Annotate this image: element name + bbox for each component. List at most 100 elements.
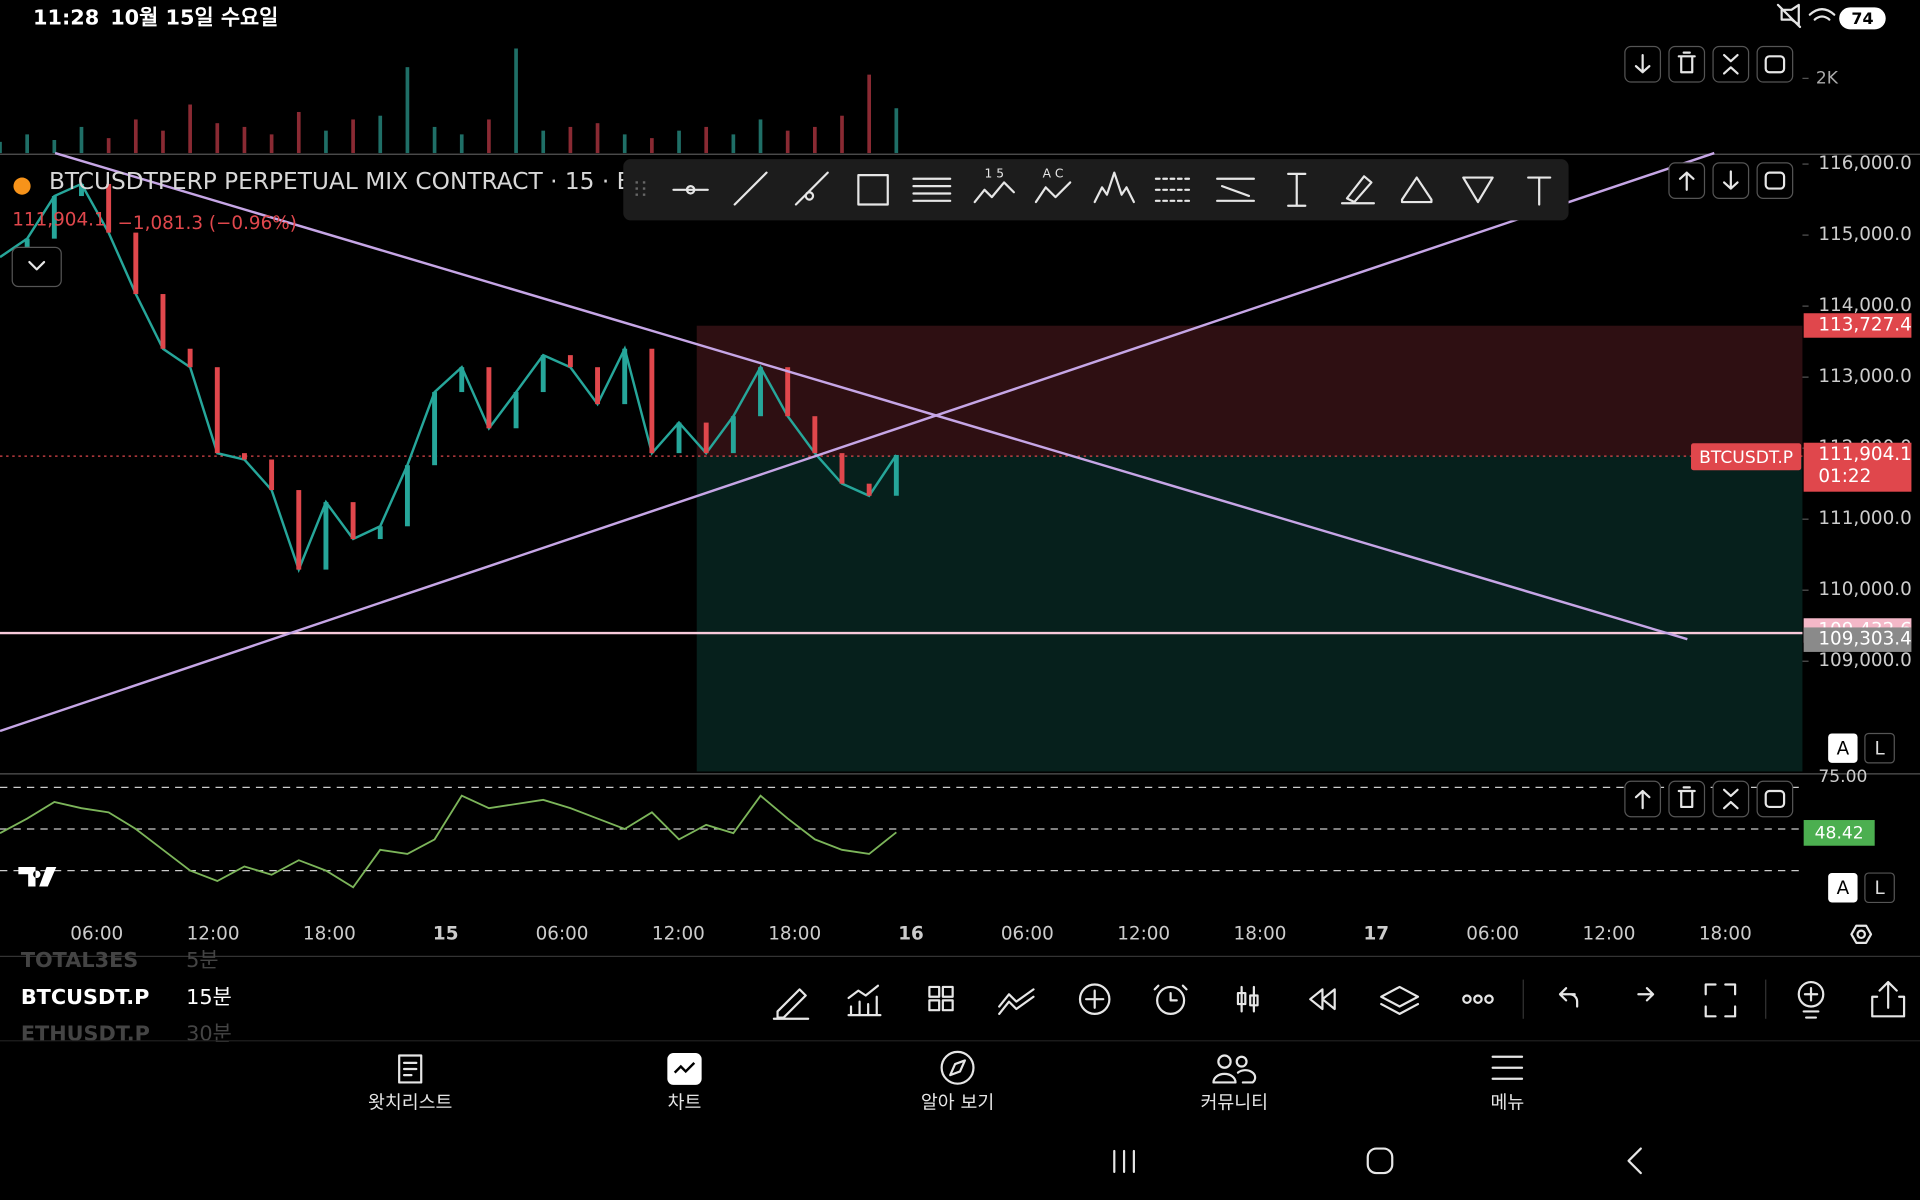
price-label-box: [1803, 627, 1912, 652]
candle: [459, 367, 465, 393]
candle: [703, 422, 709, 454]
coin-icon: [13, 177, 31, 195]
candle: [595, 367, 600, 405]
volume-bar: [79, 126, 84, 154]
time-label: 12:00: [1583, 923, 1636, 944]
candle: [812, 416, 818, 454]
volume-bar: [133, 119, 138, 154]
time-axis: 06:00 12:00 18:00 15 06:00 12:00 18:00 16 06:00 1…: [70, 923, 1751, 944]
time-label: 18:00: [1699, 923, 1752, 944]
time-label: 15: [433, 923, 459, 944]
time-label: 18:00: [303, 923, 356, 944]
volume-bar: [514, 48, 518, 154]
rsi-pane: 75.00 48.42: [0, 767, 1875, 889]
time-label: 06:00: [70, 923, 123, 944]
volume-bar: [541, 130, 546, 154]
log-button[interactable]: L: [1874, 738, 1885, 759]
time-label: 18:00: [1234, 923, 1287, 944]
bottom-nav[interactable]: 왓치리스트 차트 알아 보기 커뮤니티 메뉴: [368, 1092, 1524, 1113]
watch-symbol: ETHUSDT.P: [21, 1022, 150, 1046]
price-tick-label: 109,000.0: [1818, 650, 1911, 671]
collapse-button[interactable]: [11, 246, 62, 288]
price-label-box: [1803, 313, 1912, 338]
settings-button[interactable]: [1850, 924, 1873, 944]
volume-bar: [758, 119, 763, 154]
watch-interval: 30분: [186, 1022, 232, 1046]
countdown: 01:22: [1818, 466, 1871, 487]
volume-bar: [215, 123, 220, 154]
price-tick-label: 115,000.0: [1818, 224, 1911, 245]
candle: [51, 196, 57, 239]
candle: [79, 183, 84, 197]
volume-bar: [106, 138, 111, 154]
pane-buttons[interactable]: [1624, 45, 1794, 83]
rsi-value-label: 48.42: [1815, 823, 1864, 843]
volume-bar: [432, 126, 437, 154]
price-tick-label: 113,000.0: [1818, 366, 1911, 387]
volume-bar: [622, 134, 627, 154]
auto-button[interactable]: A: [1837, 878, 1850, 899]
volume-bar: [242, 126, 247, 154]
price-tick-label: 114,000.0: [1818, 295, 1911, 316]
candle: [839, 453, 845, 484]
candle: [296, 490, 302, 570]
volume-bar: [704, 126, 709, 154]
log-button[interactable]: L: [1874, 878, 1885, 899]
tool-label: A C: [1043, 166, 1064, 180]
scale-buttons[interactable]: A L A L: [1828, 732, 1895, 904]
price-tick-label: 110,000.0: [1818, 579, 1911, 600]
candle: [377, 526, 383, 540]
auto-button[interactable]: A: [1837, 738, 1850, 759]
status-time: 11:28: [33, 5, 99, 29]
time-label: 12:00: [187, 923, 240, 944]
price-label: 111,904.1: [1818, 444, 1911, 465]
stop-zone: [696, 325, 1803, 456]
volume-bar: [405, 67, 410, 154]
candle: [676, 422, 682, 454]
time-label: 06:00: [1466, 923, 1519, 944]
volume-bar: [25, 134, 29, 154]
chart-title: BTCUSDTPERP PERPETUAL MIX CONTRACT · 15 …: [49, 168, 639, 195]
nav-icons[interactable]: [398, 1050, 1524, 1085]
watch-symbol: BTCUSDT.P: [21, 985, 150, 1009]
candle: [269, 459, 275, 491]
candle: [133, 232, 139, 295]
candle: [160, 294, 166, 349]
drawing-toolbar[interactable]: 1 5 A C: [623, 159, 1569, 221]
volume-tick-label: 2K: [1816, 68, 1839, 88]
candle: [350, 502, 356, 540]
candle: [649, 348, 655, 454]
chart-actions[interactable]: [772, 979, 1906, 1020]
candle: [785, 367, 791, 417]
candle: [323, 502, 329, 570]
volume-bar: [296, 111, 301, 154]
nav-label: 차트: [668, 1092, 702, 1113]
time-label: 06:00: [1001, 923, 1054, 944]
candle: [540, 355, 546, 393]
candle: [622, 348, 628, 405]
trend-line: [54, 151, 1688, 641]
system-nav[interactable]: [1113, 1147, 1642, 1175]
price-label: 109,303.4: [1818, 629, 1911, 650]
volume-bar: [161, 130, 165, 154]
volume-bar: [731, 134, 736, 154]
candle: [513, 392, 519, 429]
candle: [486, 367, 492, 429]
main-pane-buttons[interactable]: [1668, 162, 1794, 199]
volume-bar: [650, 138, 654, 154]
price-label: 113,727.4: [1818, 314, 1911, 335]
rsi-pane-buttons[interactable]: [1624, 780, 1794, 818]
rsi-line: [0, 794, 897, 889]
candle: [242, 453, 247, 460]
volume-bar: [568, 126, 573, 154]
logo: [18, 866, 57, 887]
candle: [187, 348, 193, 368]
candle: [758, 367, 763, 417]
price-tick-label: 116,000.0: [1818, 153, 1911, 174]
candle: [106, 183, 112, 233]
watchlist-strip[interactable]: TOTAL3ES 5분 BTCUSDT.P 15분 ETHUSDT.P 30분: [21, 948, 232, 1045]
volume-bar: [378, 115, 383, 154]
volume-bar: [677, 130, 681, 154]
